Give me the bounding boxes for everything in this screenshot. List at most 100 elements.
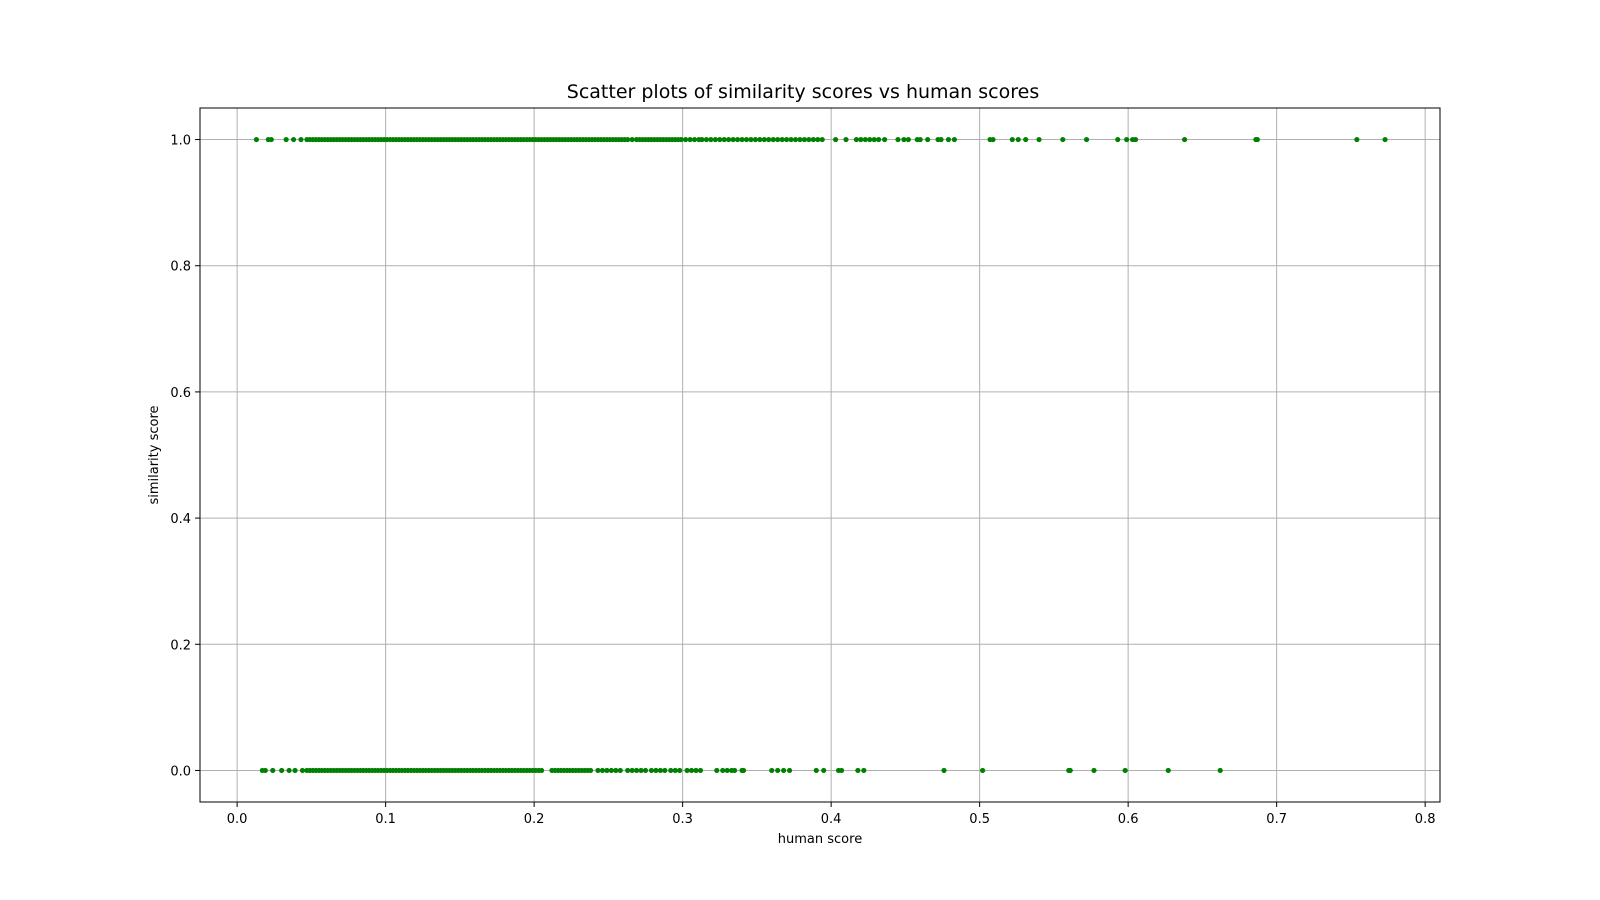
data-point bbox=[855, 767, 861, 774]
x-tick-label: 0.1 bbox=[375, 812, 396, 827]
data-point bbox=[290, 136, 297, 143]
data-point bbox=[662, 767, 668, 774]
data-point bbox=[1015, 136, 1021, 143]
data-point bbox=[775, 136, 781, 143]
data-point bbox=[604, 767, 610, 774]
data-point bbox=[752, 136, 759, 143]
data-point bbox=[951, 136, 957, 143]
data-point bbox=[638, 767, 644, 774]
data-point bbox=[781, 767, 787, 774]
data-point bbox=[1083, 136, 1090, 143]
data-point bbox=[1354, 136, 1360, 143]
data-point bbox=[717, 136, 723, 143]
data-point bbox=[712, 136, 718, 143]
data-point bbox=[876, 136, 882, 143]
data-point bbox=[917, 136, 923, 143]
data-point bbox=[279, 767, 285, 774]
data-point bbox=[905, 136, 911, 143]
data-point bbox=[683, 136, 689, 143]
data-point bbox=[613, 767, 619, 774]
x-tick-label: 0.4 bbox=[821, 812, 842, 827]
y-tick-label: 0.4 bbox=[170, 512, 191, 527]
data-point bbox=[783, 136, 790, 143]
x-tick-label: 0.2 bbox=[524, 812, 545, 827]
x-tick-label: 0.3 bbox=[672, 812, 693, 827]
data-point bbox=[734, 136, 741, 143]
data-point bbox=[895, 136, 901, 143]
data-point bbox=[299, 767, 306, 774]
data-point bbox=[1181, 136, 1188, 143]
data-point bbox=[786, 767, 793, 774]
data-point bbox=[699, 136, 705, 143]
y-tick-label: 0.8 bbox=[170, 260, 191, 275]
data-point bbox=[648, 767, 655, 774]
data-point bbox=[815, 136, 821, 143]
data-point bbox=[726, 136, 732, 143]
data-point bbox=[1067, 767, 1073, 774]
data-point bbox=[867, 136, 873, 143]
x-axis: 0.0 0.1 0.2 0.3 0.4 0.5 0.6 0.7 0.8 bbox=[227, 802, 1436, 827]
data-point bbox=[739, 136, 745, 143]
data-point bbox=[587, 767, 594, 774]
data-point bbox=[945, 136, 952, 143]
data-point bbox=[714, 767, 720, 774]
data-point bbox=[1091, 767, 1097, 774]
data-point bbox=[941, 767, 947, 774]
data-point bbox=[691, 136, 698, 143]
data-point bbox=[687, 136, 693, 143]
data-point bbox=[625, 767, 631, 774]
data-point bbox=[292, 767, 298, 774]
data-point bbox=[1124, 136, 1130, 143]
data-point bbox=[1217, 767, 1223, 774]
data-point bbox=[813, 767, 819, 774]
x-tick-label: 0.8 bbox=[1415, 812, 1436, 827]
data-point bbox=[633, 767, 640, 774]
grid bbox=[200, 108, 1440, 802]
data-point bbox=[740, 767, 747, 774]
data-point bbox=[881, 136, 888, 143]
x-tick-label: 0.5 bbox=[969, 812, 990, 827]
data-point bbox=[1115, 136, 1121, 143]
data-point bbox=[625, 136, 631, 143]
data-point bbox=[599, 767, 606, 774]
data-point bbox=[672, 767, 678, 774]
data-point bbox=[1254, 136, 1260, 143]
data-point bbox=[990, 136, 996, 143]
data-point bbox=[779, 136, 785, 143]
x-tick-label: 0.6 bbox=[1118, 812, 1139, 827]
data-point bbox=[730, 136, 736, 143]
data-point bbox=[1382, 136, 1388, 143]
data-point bbox=[283, 136, 289, 143]
chart-title: Scatter plots of similarity scores vs hu… bbox=[567, 81, 1039, 103]
data-point bbox=[1060, 136, 1066, 143]
data-point bbox=[1023, 136, 1029, 143]
data-point bbox=[743, 136, 750, 143]
data-point bbox=[677, 767, 683, 774]
data-point bbox=[697, 767, 704, 774]
data-point bbox=[253, 136, 260, 143]
data-point bbox=[708, 136, 714, 143]
data-point bbox=[721, 136, 727, 143]
x-tick-label: 0.7 bbox=[1266, 812, 1287, 827]
data-point bbox=[720, 767, 726, 774]
data-point bbox=[298, 136, 304, 143]
data-points bbox=[253, 136, 1388, 774]
data-point bbox=[925, 136, 931, 143]
data-point bbox=[748, 136, 754, 143]
data-point bbox=[270, 767, 276, 774]
data-point bbox=[617, 767, 623, 774]
data-point bbox=[792, 136, 799, 143]
data-point bbox=[678, 136, 684, 143]
data-point bbox=[853, 136, 859, 143]
y-tick-label: 0.2 bbox=[170, 638, 191, 653]
x-axis-label: human score bbox=[778, 832, 862, 847]
y-tick-label: 0.6 bbox=[170, 386, 191, 401]
data-point bbox=[843, 136, 849, 143]
data-point bbox=[797, 136, 803, 143]
plot-area-frame bbox=[199, 107, 1441, 803]
y-axis-label: similarity score bbox=[147, 405, 162, 504]
data-point bbox=[538, 767, 545, 774]
data-point bbox=[1132, 136, 1139, 143]
data-point bbox=[608, 767, 614, 774]
